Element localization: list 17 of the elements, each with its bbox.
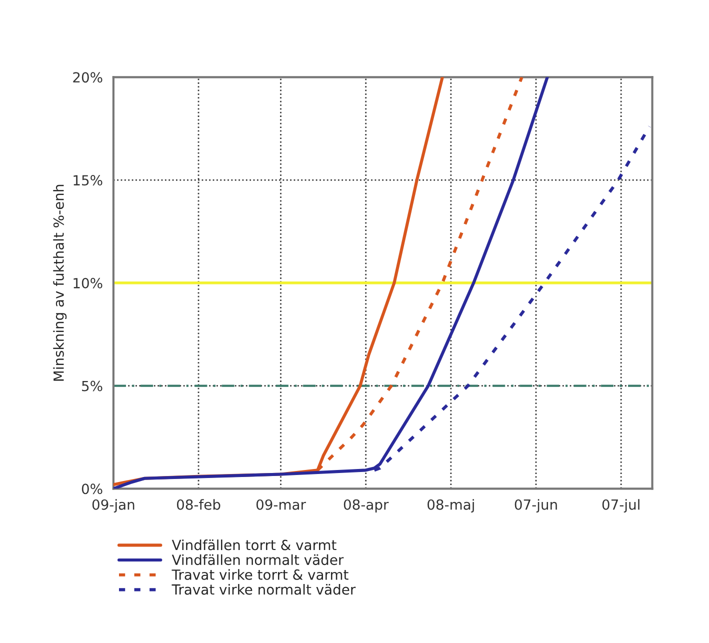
y-tick-label: 15% xyxy=(74,175,102,186)
x-tick-label: 08-apr xyxy=(344,499,389,513)
y-tick-label: 0% xyxy=(82,484,102,494)
legend-label: Vindfällen normalt väder xyxy=(172,554,344,566)
y-axis-title: Minskning av fukthalt %-enh xyxy=(53,184,67,381)
x-tick-label: 09-mar xyxy=(256,499,306,510)
legend-label: Travat virke normalt väder xyxy=(172,584,356,595)
y-tick-label: 5% xyxy=(82,380,102,392)
x-tick-label: 09-jan xyxy=(92,499,134,513)
y-tick-label: 20% xyxy=(73,72,102,83)
legend-label: Vindfällen torrt & varmt xyxy=(172,540,336,550)
legend-label: Travat virke torrt & varmt xyxy=(172,569,348,580)
x-tick-label: 07-jul xyxy=(602,499,640,513)
y-tick-label: 10% xyxy=(74,278,102,288)
x-tick-label: 08-maj xyxy=(428,499,474,513)
x-tick-label: 07-jun xyxy=(514,499,557,513)
x-tick-label: 08-feb xyxy=(176,499,220,510)
